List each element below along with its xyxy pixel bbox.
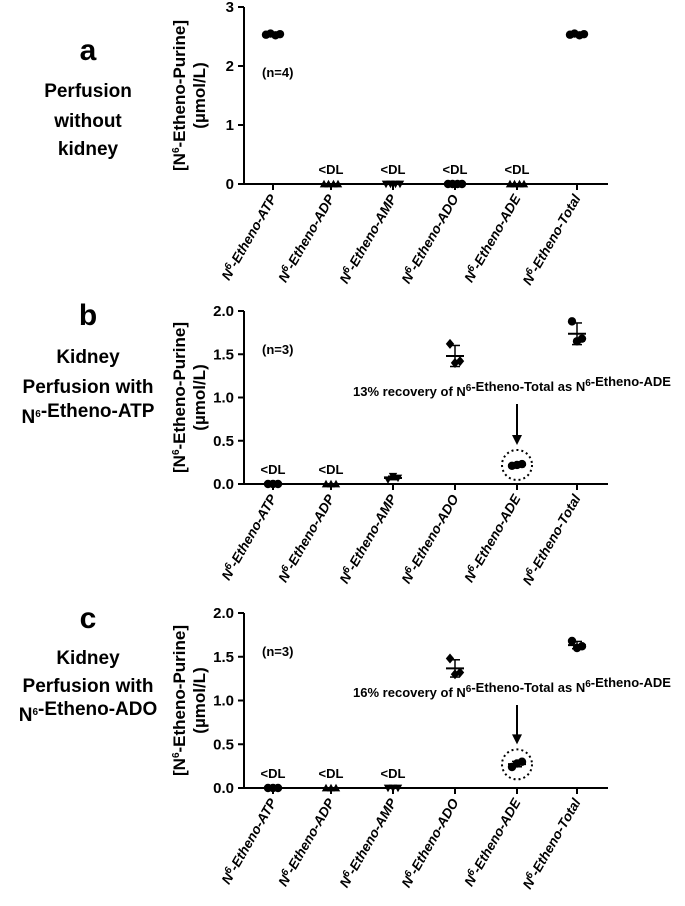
highlight-circle: [501, 448, 533, 481]
n-label: (n=3): [262, 644, 293, 659]
y-tick-label: 0: [226, 176, 234, 193]
data-point: [445, 653, 455, 664]
y-tick-label: 0.0: [213, 780, 234, 797]
panel-label: c: [80, 602, 97, 635]
data-point: [577, 334, 587, 343]
x-tick-label: N6-Etheno-ADO: [398, 491, 462, 586]
x-tick-label: N6-Etheno-ATP: [218, 191, 280, 283]
x-tick-label: N6-Etheno-AMP: [336, 795, 400, 891]
y-axis-unit: (µmol/L): [190, 62, 209, 128]
arrow-head: [512, 734, 522, 745]
panel-label: b: [79, 299, 97, 332]
y-axis-unit: (µmol/L): [190, 364, 209, 430]
below-detection-limit-label: <DL: [381, 766, 406, 781]
panel-a: a Perfusion without kidney [N6-Etheno-Purine…: [44, 0, 608, 288]
data-point: [519, 179, 529, 188]
y-tick-label: 0.0: [213, 476, 234, 493]
data-point: [393, 784, 403, 793]
y-axis-label: [N6-Etheno-Purine]: [170, 322, 189, 473]
below-detection-limit-label: <DL: [381, 162, 406, 177]
x-tick-label: N6-Etheno-AMP: [336, 491, 400, 587]
data-point: [395, 180, 405, 189]
condition-label: Kidney: [56, 648, 120, 669]
x-tick-label: N6-Etheno-ADE: [460, 191, 524, 285]
y-tick-label: 1.0: [213, 693, 234, 710]
y-axis-unit: (µmol/L): [190, 667, 209, 733]
y-tick-label: 2: [226, 58, 234, 75]
condition-label: kidney: [58, 139, 119, 160]
data-point: [457, 179, 467, 189]
data-point: [273, 783, 283, 793]
below-detection-limit-label: <DL: [505, 162, 530, 177]
recovery-annotation: 13% recovery of N6-Etheno-Total as N6-Et…: [353, 374, 671, 399]
data-point: [331, 783, 341, 792]
data-point: [333, 179, 343, 188]
n-label: (n=4): [262, 65, 293, 80]
panel-label: a: [80, 34, 97, 67]
condition-label: without: [53, 111, 122, 132]
condition-label: Perfusion with: [23, 377, 154, 398]
y-tick-label: 1: [226, 117, 234, 134]
below-detection-limit-label: <DL: [443, 162, 468, 177]
panel-b: b Kidney Perfusion with N6-Etheno-ATP [N6-Et…: [22, 299, 672, 588]
y-tick-label: 2.0: [213, 605, 234, 622]
x-tick-label: N6-Etheno-ADO: [398, 795, 462, 890]
y-tick-label: 1.0: [213, 390, 234, 407]
highlight-circle: [501, 748, 533, 781]
data-point: [445, 338, 455, 349]
y-tick-label: 3: [226, 0, 234, 16]
data-point: [455, 667, 465, 678]
x-tick-label: N6-Etheno-ADE: [460, 491, 524, 585]
y-tick-label: 1.5: [213, 346, 234, 363]
x-tick-label: N6-Etheno-AMP: [336, 191, 400, 287]
x-tick-label: N6-Etheno-Total: [519, 491, 584, 587]
data-point: [331, 479, 341, 488]
x-tick-label: N6-Etheno-ADO: [398, 191, 462, 286]
condition-label: Perfusion with: [23, 676, 154, 697]
x-tick-label: N6-Etheno-ADE: [460, 795, 524, 889]
y-axis-label: [N6-Etheno-Purine]: [170, 20, 189, 171]
x-tick-label: N6-Etheno-Total: [519, 795, 584, 891]
y-axis-label: [N6-Etheno-Purine]: [170, 625, 189, 776]
arrow-head: [512, 434, 522, 445]
y-tick-label: 2.0: [213, 303, 234, 320]
y-tick-label: 1.5: [213, 649, 234, 666]
y-tick-label: 0.5: [213, 433, 234, 450]
condition-label: Perfusion: [44, 81, 132, 102]
x-tick-label: N6-Etheno-ATP: [218, 795, 280, 887]
below-detection-limit-label: <DL: [319, 766, 344, 781]
below-detection-limit-label: <DL: [319, 462, 344, 477]
x-tick-label: N6-Etheno-ADP: [274, 491, 338, 585]
x-tick-label: N6-Etheno-ADP: [274, 191, 338, 285]
data-point: [567, 317, 577, 326]
data-point: [273, 479, 283, 489]
data-point: [455, 356, 465, 367]
n-label: (n=3): [262, 342, 293, 357]
condition-label: N6-Etheno-ADO: [19, 699, 158, 726]
condition-label: Kidney: [56, 347, 120, 368]
below-detection-limit-label: <DL: [261, 766, 286, 781]
y-tick-label: 0.5: [213, 736, 234, 753]
below-detection-limit-label: <DL: [319, 162, 344, 177]
recovery-annotation: 16% recovery of N6-Etheno-Total as N6-Et…: [353, 675, 671, 700]
below-detection-limit-label: <DL: [261, 462, 286, 477]
x-tick-label: N6-Etheno-ATP: [218, 491, 280, 583]
x-tick-label: N6-Etheno-Total: [519, 191, 584, 287]
condition-label: N6-Etheno-ATP: [22, 401, 155, 428]
x-tick-label: N6-Etheno-ADP: [274, 795, 338, 889]
